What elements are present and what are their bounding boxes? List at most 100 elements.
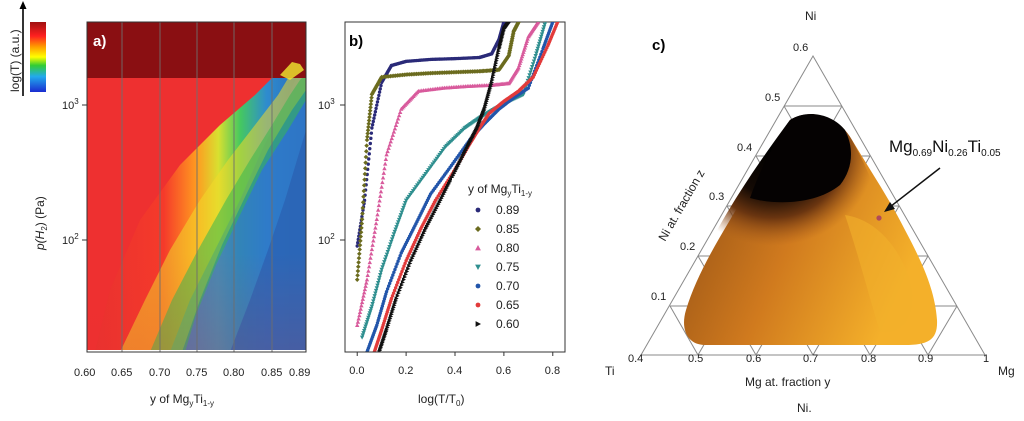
data-point xyxy=(393,267,397,272)
data-point xyxy=(430,214,435,219)
data-point xyxy=(371,296,377,301)
data-point xyxy=(396,259,400,263)
data-point xyxy=(412,251,417,257)
x-tick-0.60: 0.60 xyxy=(74,367,95,379)
data-point xyxy=(536,44,541,49)
data-point xyxy=(362,166,368,171)
left-tick-0.6: 0.6 xyxy=(793,42,808,54)
data-point xyxy=(403,274,408,280)
data-point xyxy=(519,54,525,59)
data-point xyxy=(363,283,368,288)
data-point xyxy=(411,253,416,259)
legend-marker-0.70 xyxy=(475,283,481,289)
data-point xyxy=(516,22,521,25)
data-point xyxy=(385,149,390,154)
data-point xyxy=(356,260,361,265)
data-point xyxy=(371,119,375,124)
data-point xyxy=(428,218,433,223)
data-point xyxy=(359,300,365,305)
data-point xyxy=(375,100,380,104)
data-point xyxy=(535,46,540,51)
data-point xyxy=(406,266,411,272)
data-point xyxy=(374,216,379,221)
data-point xyxy=(374,106,378,111)
data-point xyxy=(364,277,370,282)
panel-a-label: a) xyxy=(93,33,106,50)
vertex-ti: Ti xyxy=(605,364,615,378)
data-point xyxy=(407,263,412,269)
panel-a-ylabel: p(H2) (Pa) xyxy=(33,196,49,251)
data-point xyxy=(369,136,373,141)
data-point xyxy=(528,70,533,75)
data-point xyxy=(542,22,547,27)
legend-marker-0.89 xyxy=(475,207,481,213)
legend-background xyxy=(452,178,562,343)
data-point xyxy=(534,51,539,56)
b-y-tick-1e2: 102 xyxy=(318,232,335,247)
data-point xyxy=(526,86,531,90)
data-point xyxy=(368,146,372,151)
data-point xyxy=(408,261,413,266)
data-point xyxy=(445,183,450,189)
data-point xyxy=(365,131,370,136)
data-point xyxy=(399,272,403,276)
data-point xyxy=(358,229,364,235)
y-tick-1e2: 102 xyxy=(62,232,79,247)
data-point xyxy=(355,319,361,324)
data-point xyxy=(389,296,394,301)
data-point xyxy=(359,225,364,231)
data-point xyxy=(531,59,537,64)
panel-a-xlabel: y of MgyTi1-y xyxy=(150,392,214,408)
data-point xyxy=(426,222,431,227)
data-point xyxy=(378,87,382,91)
data-point xyxy=(521,47,527,52)
legend-marker-0.60 xyxy=(475,321,481,327)
colorbar-label: log(T) (a.u.) xyxy=(8,29,22,92)
annotation-arrow-head xyxy=(884,202,895,212)
data-point xyxy=(361,293,366,298)
data-point xyxy=(397,256,401,261)
data-point xyxy=(421,231,426,236)
data-point xyxy=(376,278,382,283)
legend-label-0.70: 0.70 xyxy=(496,279,520,293)
data-point xyxy=(448,179,453,184)
data-point xyxy=(361,183,367,188)
panel-b-label: b) xyxy=(349,33,363,50)
data-point xyxy=(438,198,443,203)
data-point xyxy=(551,22,555,24)
data-point xyxy=(540,49,544,54)
data-point xyxy=(361,188,367,194)
data-point xyxy=(422,228,427,234)
data-point xyxy=(378,273,383,278)
data-point xyxy=(393,286,398,290)
data-point xyxy=(427,220,432,225)
series-0.89 xyxy=(355,22,511,248)
data-point xyxy=(379,83,383,88)
data-point xyxy=(527,73,532,78)
data-point xyxy=(372,229,377,234)
data-point xyxy=(387,281,392,286)
data-point xyxy=(541,25,547,30)
series-0.65 xyxy=(372,22,560,352)
data-point xyxy=(360,211,365,216)
legend-label-0.60: 0.60 xyxy=(496,317,520,331)
data-point xyxy=(377,93,381,98)
data-point xyxy=(385,287,390,291)
data-point xyxy=(399,282,404,288)
data-point xyxy=(413,249,418,254)
data-point xyxy=(362,290,367,295)
data-point xyxy=(402,264,406,268)
data-point xyxy=(540,29,545,34)
data-point xyxy=(391,291,396,295)
panel-c-label: c) xyxy=(652,37,665,54)
data-point xyxy=(396,290,401,296)
data-point xyxy=(398,275,402,279)
x-tick-0.65: 0.65 xyxy=(111,367,132,379)
data-point xyxy=(381,170,386,175)
data-point xyxy=(364,137,370,143)
data-point xyxy=(358,234,364,239)
data-point xyxy=(398,285,403,290)
data-point xyxy=(395,293,400,299)
vertex-mg: Mg xyxy=(998,364,1015,378)
